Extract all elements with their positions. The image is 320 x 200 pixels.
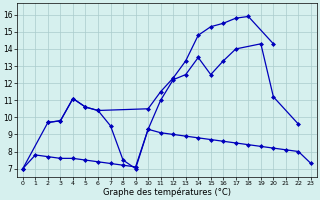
X-axis label: Graphe des températures (°C): Graphe des températures (°C) bbox=[103, 188, 231, 197]
